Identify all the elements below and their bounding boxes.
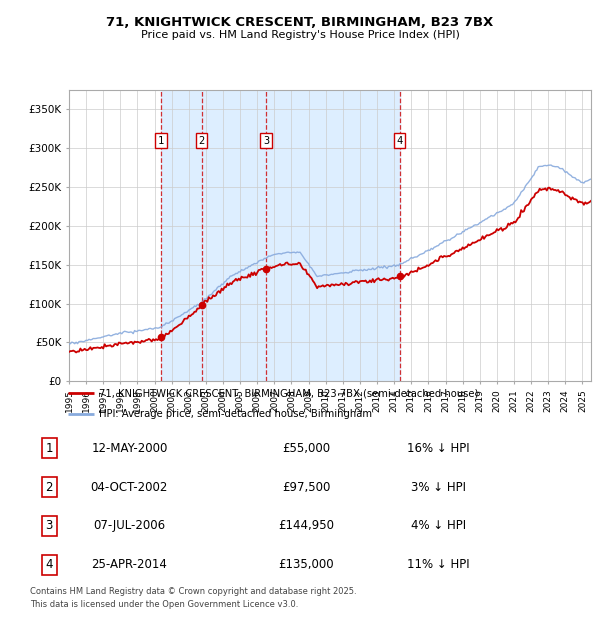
Text: 1: 1 — [46, 442, 53, 455]
Text: HPI: Average price, semi-detached house, Birmingham: HPI: Average price, semi-detached house,… — [98, 409, 372, 419]
Text: 25-APR-2014: 25-APR-2014 — [91, 558, 167, 571]
Bar — [161, 90, 400, 381]
Text: 71, KNIGHTWICK CRESCENT, BIRMINGHAM, B23 7BX (semi-detached house): 71, KNIGHTWICK CRESCENT, BIRMINGHAM, B23… — [98, 388, 478, 398]
Text: £144,950: £144,950 — [278, 520, 334, 533]
Text: 4% ↓ HPI: 4% ↓ HPI — [411, 520, 466, 533]
Text: 4: 4 — [46, 558, 53, 571]
Text: 2: 2 — [46, 480, 53, 494]
Text: 4: 4 — [397, 136, 403, 146]
Text: 07-JUL-2006: 07-JUL-2006 — [93, 520, 166, 533]
Text: £97,500: £97,500 — [282, 480, 330, 494]
Text: Price paid vs. HM Land Registry's House Price Index (HPI): Price paid vs. HM Land Registry's House … — [140, 30, 460, 40]
Text: 16% ↓ HPI: 16% ↓ HPI — [407, 442, 470, 455]
Text: 2: 2 — [199, 136, 205, 146]
Text: 12-MAY-2000: 12-MAY-2000 — [91, 442, 167, 455]
Text: This data is licensed under the Open Government Licence v3.0.: This data is licensed under the Open Gov… — [30, 600, 298, 609]
Text: 71, KNIGHTWICK CRESCENT, BIRMINGHAM, B23 7BX: 71, KNIGHTWICK CRESCENT, BIRMINGHAM, B23… — [106, 16, 494, 29]
Text: 1: 1 — [158, 136, 164, 146]
Text: 3: 3 — [263, 136, 269, 146]
Text: 3% ↓ HPI: 3% ↓ HPI — [411, 480, 466, 494]
Text: 04-OCT-2002: 04-OCT-2002 — [91, 480, 168, 494]
Text: £135,000: £135,000 — [278, 558, 334, 571]
Text: Contains HM Land Registry data © Crown copyright and database right 2025.: Contains HM Land Registry data © Crown c… — [30, 587, 356, 596]
Text: £55,000: £55,000 — [282, 442, 330, 455]
Text: 3: 3 — [46, 520, 53, 533]
Text: 11% ↓ HPI: 11% ↓ HPI — [407, 558, 470, 571]
